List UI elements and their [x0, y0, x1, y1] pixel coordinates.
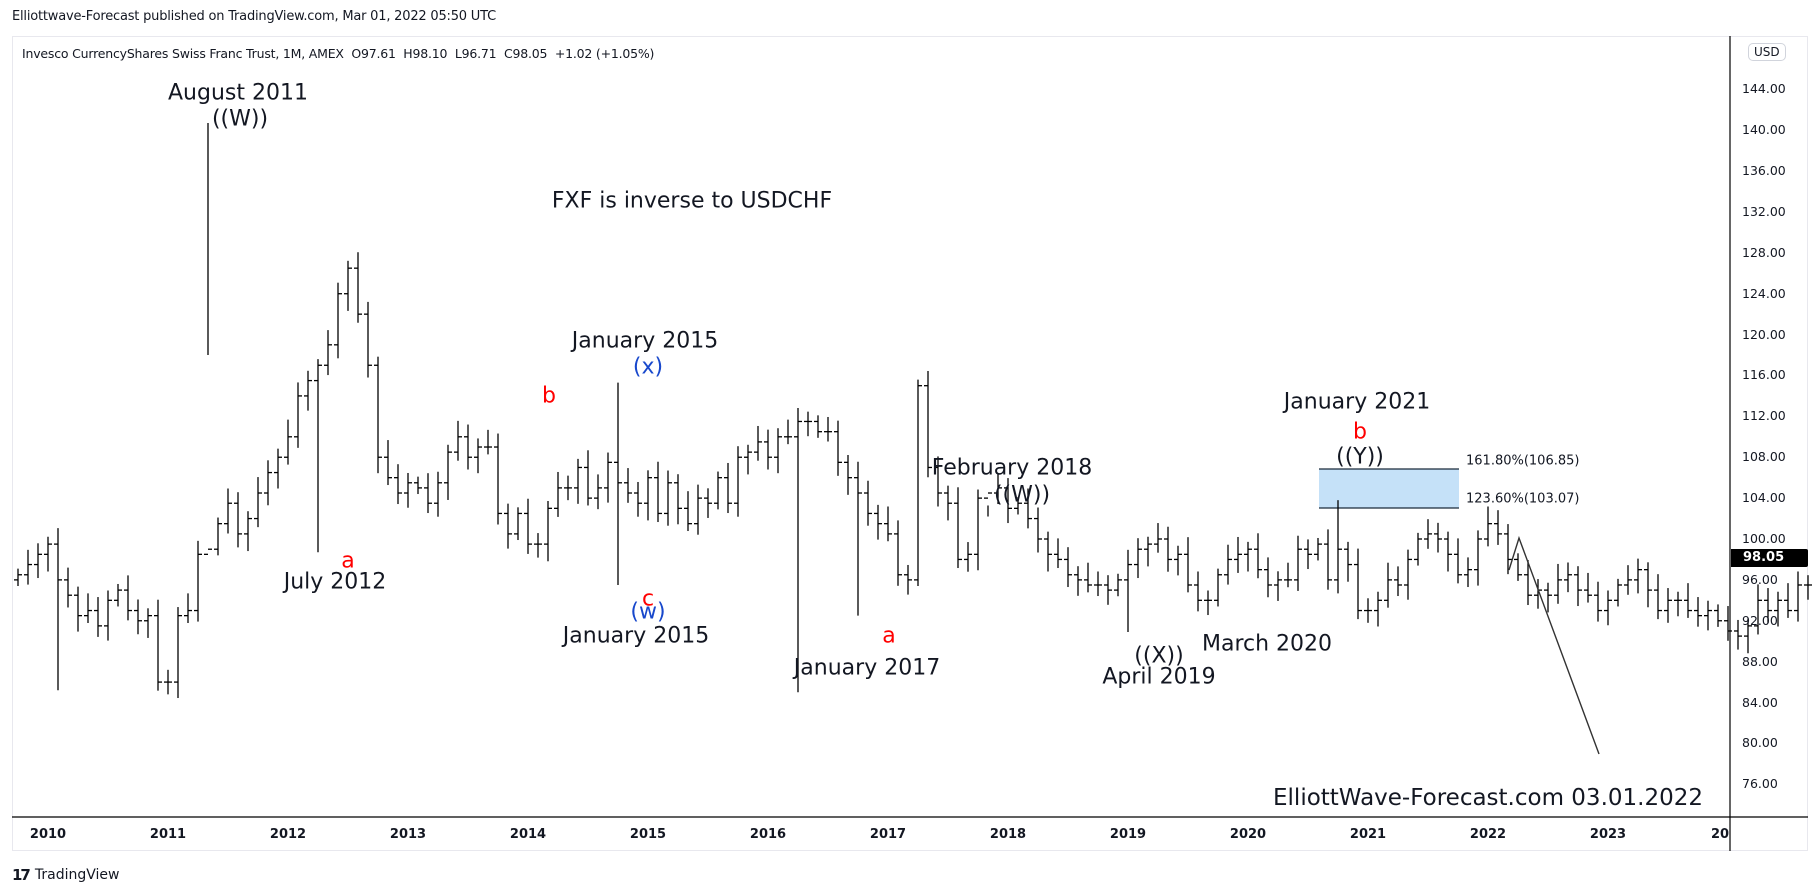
- ohlc-high: H98.10: [403, 46, 448, 61]
- year-label: 2014: [509, 827, 547, 842]
- price-label: 144.00: [1742, 81, 1786, 97]
- wave-b-2021: b: [1353, 419, 1367, 445]
- ohlc-open: O97.61: [351, 46, 396, 61]
- year-label: 2018: [989, 827, 1027, 842]
- label-aug-2011: August 2011: [168, 80, 308, 106]
- label-jul-2012: July 2012: [283, 569, 387, 595]
- symbol-legend: Invesco CurrencyShares Swiss Franc Trust…: [22, 46, 654, 61]
- note-inverse-usdchf: FXF is inverse to USDCHF: [551, 188, 833, 214]
- chart-panel[interactable]: [12, 36, 1808, 851]
- tradingview-logo-icon: 17: [12, 866, 31, 884]
- year-label: 2016: [749, 827, 787, 842]
- price-label: 104.00: [1742, 490, 1786, 506]
- price-label: 84.00: [1742, 694, 1778, 710]
- price-label: 120.00: [1742, 326, 1786, 342]
- year-label: 2010: [29, 827, 67, 842]
- ohlc-low: L96.71: [454, 46, 497, 61]
- fib-123-label: 123.60%(103.07): [1466, 491, 1580, 507]
- label-jan-2015-top: January 2015: [571, 328, 719, 354]
- label-apr-2019: April 2019: [1102, 664, 1216, 690]
- wave-x-2019: ((X)): [1134, 643, 1184, 669]
- price-label: 88.00: [1742, 653, 1778, 669]
- price-label: 116.00: [1742, 367, 1786, 383]
- year-label: 2017: [869, 827, 907, 842]
- wave-w-2018: ((W)): [993, 482, 1051, 508]
- label-jan-2015-bottom: January 2015: [562, 623, 710, 649]
- wave-w-2015: (w): [630, 599, 666, 625]
- watermark: ElliottWave-Forecast.com 03.01.2022: [1273, 785, 1703, 811]
- label-feb-2018: February 2018: [931, 455, 1093, 481]
- publish-info: Elliottwave-Forecast published on Tradin…: [12, 9, 496, 24]
- ohlc-change: +1.02 (+1.05%): [554, 46, 655, 61]
- price-label: 108.00: [1742, 449, 1786, 465]
- year-label: 2021: [1349, 827, 1387, 842]
- currency-button[interactable]: USD: [1748, 43, 1786, 61]
- year-label: 2013: [389, 827, 427, 842]
- wave-a-2012: a: [341, 548, 355, 574]
- fib-161-label: 161.80%(106.85): [1466, 453, 1580, 469]
- wave-w-2011: ((W)): [211, 106, 269, 132]
- symbol-name: Invesco CurrencyShares Swiss Franc Trust…: [22, 46, 344, 61]
- price-label: 132.00: [1742, 203, 1786, 219]
- ohlc-bars: [14, 123, 1812, 699]
- price-label: 96.00: [1742, 571, 1778, 587]
- year-label: 2023: [1589, 827, 1627, 842]
- ohlc-close: C98.05: [503, 46, 548, 61]
- year-label: 2012: [269, 827, 307, 842]
- year-label: 2020: [1229, 827, 1267, 842]
- label-mar-2020: March 2020: [1201, 631, 1333, 657]
- wave-c-2015: c: [641, 586, 655, 612]
- price-label: 140.00: [1742, 122, 1786, 138]
- price-label: 92.00: [1742, 612, 1778, 628]
- label-jan-2017: January 2017: [793, 655, 941, 681]
- price-label: 112.00: [1742, 408, 1786, 424]
- wave-b-2014: b: [542, 383, 556, 409]
- year-label: 2022: [1469, 827, 1507, 842]
- price-label: 76.00: [1742, 776, 1778, 792]
- year-label: 20: [1710, 827, 1730, 842]
- projection-path[interactable]: [1508, 535, 1600, 755]
- wave-a-2017: a: [882, 623, 896, 649]
- last-price-badge: 98.05: [1731, 549, 1808, 567]
- year-label: 2015: [629, 827, 667, 842]
- fib-extension-zone[interactable]: [1319, 469, 1459, 508]
- tradingview-brand: TradingView: [34, 867, 120, 883]
- year-label: 2011: [149, 827, 187, 842]
- year-label: 2019: [1109, 827, 1147, 842]
- price-label: 136.00: [1742, 163, 1786, 179]
- wave-x-2015: (x): [632, 354, 664, 380]
- tradingview-footer[interactable]: 17 TradingView: [12, 866, 119, 884]
- price-label: 100.00: [1742, 531, 1786, 546]
- price-label: 80.00: [1742, 735, 1778, 751]
- wave-y-2021: ((Y)): [1336, 444, 1384, 470]
- price-label: 128.00: [1742, 244, 1786, 260]
- label-jan-2021: January 2021: [1283, 389, 1431, 415]
- price-label: 124.00: [1742, 285, 1786, 301]
